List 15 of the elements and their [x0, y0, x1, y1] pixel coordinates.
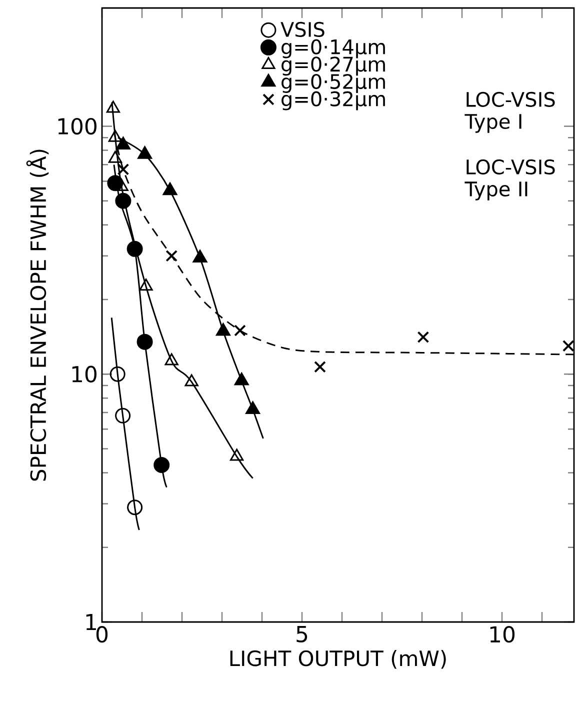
legend-label: g=0·27μm: [282, 56, 385, 76]
y-tick-label: 1: [86, 614, 96, 630]
legend-label: g=0·32μm: [282, 91, 385, 110]
x-tick-label: 10: [490, 626, 515, 643]
x-tick-label: 5: [296, 626, 308, 642]
annotation: LOC-VSIS Type II: [464, 159, 555, 200]
annotation: LOC-VSIS Type I: [464, 92, 555, 133]
y-axis-title: SPECTRAL ENVELOPE FWHM (Å): [26, 150, 49, 481]
y-tick-label: 10: [72, 366, 96, 382]
x-axis-title: LIGHT OUTPUT (mW): [230, 650, 446, 669]
legend-label: g=0·52μm: [282, 74, 385, 93]
y-tick-label: 100: [58, 118, 96, 135]
legend-label: g=0·14μm: [282, 39, 385, 58]
x-tick-label: 0: [96, 626, 108, 643]
legend-label: VSIS: [280, 22, 324, 38]
